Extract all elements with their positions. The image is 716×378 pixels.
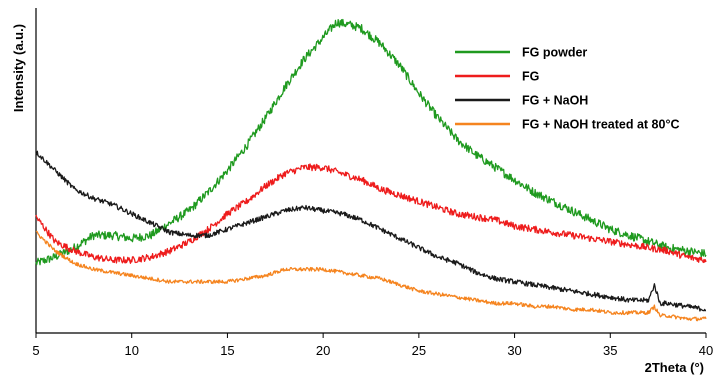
x-tick-label: 5 (32, 343, 39, 358)
x-tick-label: 25 (412, 343, 426, 358)
legend-label: FG + NaOH treated at 80°C (522, 118, 679, 132)
series-line-3 (35, 230, 707, 322)
legend-label: FG (522, 70, 539, 84)
y-axis-title: Intensity (a.u.) (11, 24, 26, 112)
x-tick-label: 20 (316, 343, 330, 358)
series-line-1 (35, 163, 707, 264)
series-line-0 (35, 18, 707, 266)
x-tick-label: 40 (699, 343, 713, 358)
x-tick-label: 10 (124, 343, 138, 358)
x-axis-title: 2Theta (°) (645, 360, 704, 375)
axes: 5 10 15 20 25 30 35 40 (32, 8, 713, 358)
series-line-2 (35, 150, 707, 312)
x-tick-label: 15 (220, 343, 234, 358)
legend: FG powder FG FG + NaOH FG + NaOH treated at… (455, 46, 679, 132)
legend-label: FG powder (522, 46, 587, 60)
x-tick-label: 30 (507, 343, 521, 358)
legend-label: FG + NaOH (522, 94, 588, 108)
series-lines (35, 18, 707, 322)
x-tick-label: 35 (603, 343, 617, 358)
